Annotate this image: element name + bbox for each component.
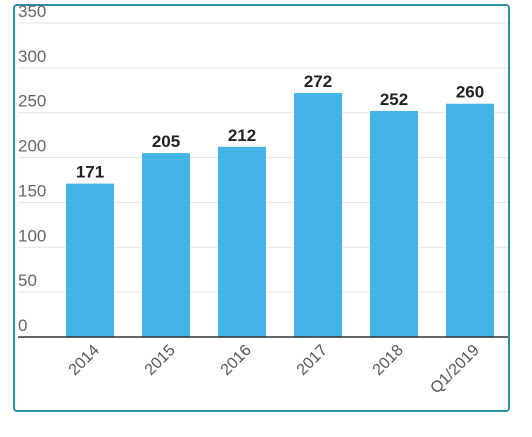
y-tick-label-350: 350 <box>18 2 46 21</box>
data-label-2014: 171 <box>76 163 104 182</box>
x-tick-label-2014: 2014 <box>66 342 103 379</box>
bar-Q1/2019 <box>446 103 494 337</box>
y-tick-label-0: 0 <box>18 316 27 335</box>
data-label-2017: 272 <box>304 72 332 91</box>
data-label-2016: 212 <box>228 126 256 145</box>
bar-2014 <box>66 183 114 337</box>
x-tick-label-2015: 2015 <box>142 342 179 379</box>
x-tick-label-Q1/2019: Q1/2019 <box>427 342 482 397</box>
y-tick-label-250: 250 <box>18 92 46 111</box>
data-label-layer: 171 205 212 272 252 260 <box>76 72 484 182</box>
x-tick-label-2016: 2016 <box>218 342 255 379</box>
data-label-2015: 205 <box>152 132 180 151</box>
x-tick-label-2018: 2018 <box>370 342 407 379</box>
y-tick-label-100: 100 <box>18 226 46 245</box>
x-tick-label-2017: 2017 <box>294 342 331 379</box>
data-label-2018: 252 <box>380 90 408 109</box>
bar-2016 <box>218 146 266 337</box>
bar-2017 <box>294 92 342 337</box>
y-axis-ticks: 0 50 100 150 200 250 300 350 <box>18 2 46 335</box>
bar-layer <box>66 92 494 337</box>
bar-2018 <box>370 110 418 337</box>
data-label-Q1/2019: 260 <box>456 83 484 102</box>
bar-2015 <box>142 153 190 337</box>
y-tick-label-50: 50 <box>18 271 37 290</box>
x-axis-ticks: 2014 2015 2016 2017 2018 Q1/2019 <box>66 342 483 398</box>
y-tick-label-200: 200 <box>18 137 46 156</box>
y-tick-label-150: 150 <box>18 181 46 200</box>
y-tick-label-300: 300 <box>18 47 46 66</box>
